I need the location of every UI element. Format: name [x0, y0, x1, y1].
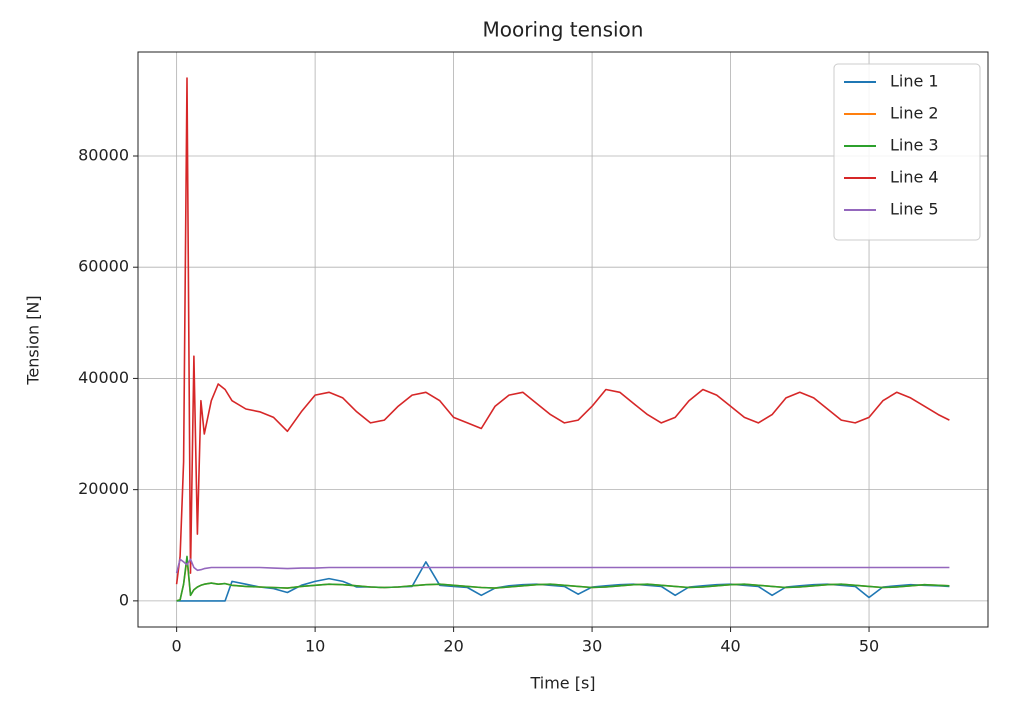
y-tick-label: 20000: [78, 479, 129, 498]
x-tick-label: 20: [443, 637, 463, 656]
legend-label: Line 3: [890, 136, 939, 155]
x-tick-label: 10: [305, 637, 325, 656]
x-tick-label: 40: [720, 637, 740, 656]
y-tick-label: 60000: [78, 257, 129, 276]
series-line: [176, 561, 950, 602]
series-line: [176, 558, 950, 602]
legend-label: Line 1: [890, 72, 939, 91]
legend-label: Line 5: [890, 200, 939, 219]
legend-box: [833, 63, 981, 241]
series-line: [175, 77, 950, 585]
x-tick-label: 30: [582, 637, 602, 656]
y-tick-label: 0: [119, 590, 129, 609]
y-tick-label: 40000: [78, 368, 129, 387]
chart-title: Mooring tension: [483, 18, 644, 42]
series-line: [175, 558, 950, 574]
plot-frame: [137, 51, 989, 628]
x-axis-label: Time [s]: [529, 674, 595, 693]
y-tick-label: 80000: [78, 145, 129, 164]
series-line: [176, 555, 950, 602]
y-axis-label: Tension [N]: [24, 295, 43, 385]
x-tick-label: 0: [172, 637, 182, 656]
x-tick-label: 50: [859, 637, 879, 656]
legend-label: Line 4: [890, 168, 939, 187]
legend-label: Line 2: [890, 104, 939, 123]
